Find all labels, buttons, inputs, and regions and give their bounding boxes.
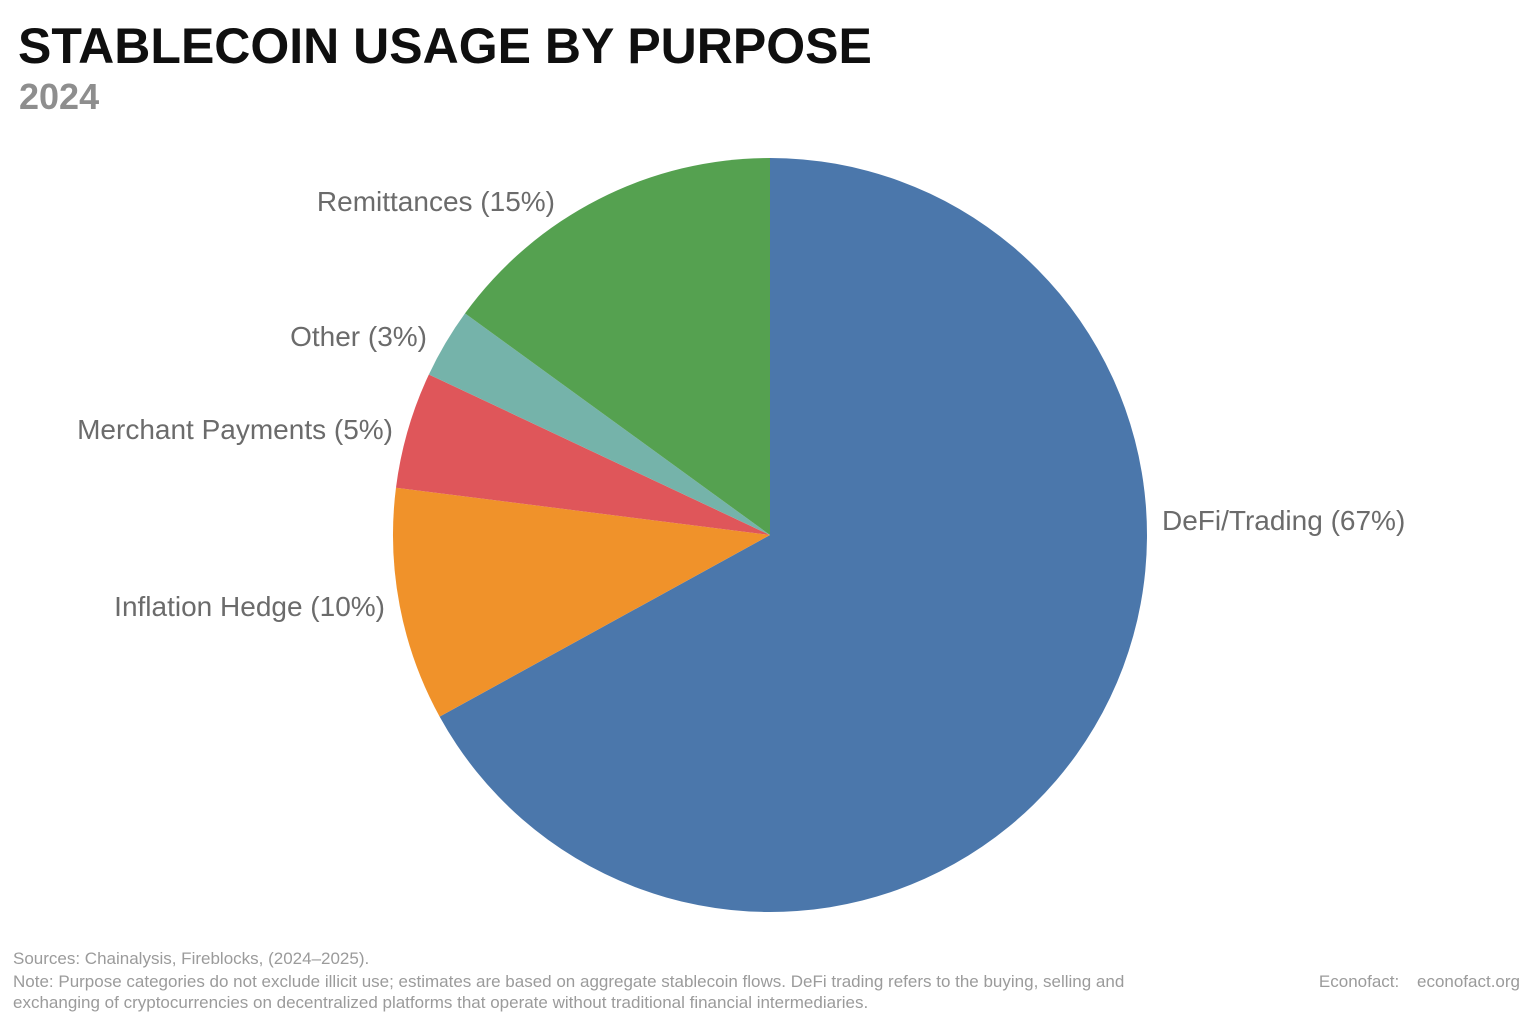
- pie-label-other: Other (3%): [290, 321, 427, 352]
- pie-label-remittances: Remittances (15%): [316, 186, 555, 217]
- pie-slice-merchant-payments: [395, 374, 770, 535]
- footer-brand: Econofact: econofact.org: [1319, 971, 1520, 992]
- pie-slice-remittances: [465, 158, 770, 535]
- page-subtitle: 2024: [19, 76, 100, 117]
- pie-slice-inflation-hedge: [392, 487, 770, 717]
- brand-url: econofact.org: [1416, 972, 1520, 991]
- pie-label-inflation-hedge: Inflation Hedge (10%): [114, 591, 385, 622]
- footer-sources: Sources: Chainalysis, Fireblocks, (2024–…: [13, 949, 370, 968]
- pie-label-merchant-payments: Merchant Payments (5%): [77, 414, 393, 445]
- footer-note: Note: Purpose categories do not exclude …: [13, 972, 1125, 1012]
- pie-slice-defi-trading: [439, 158, 1147, 912]
- brand-name: Econofact:: [1318, 972, 1400, 991]
- pie-slice-other: [428, 313, 770, 535]
- pie-label-defi-trading: DeFi/Trading (67%): [1162, 505, 1406, 536]
- page-title: STABLECOIN USAGE BY PURPOSE: [18, 18, 872, 74]
